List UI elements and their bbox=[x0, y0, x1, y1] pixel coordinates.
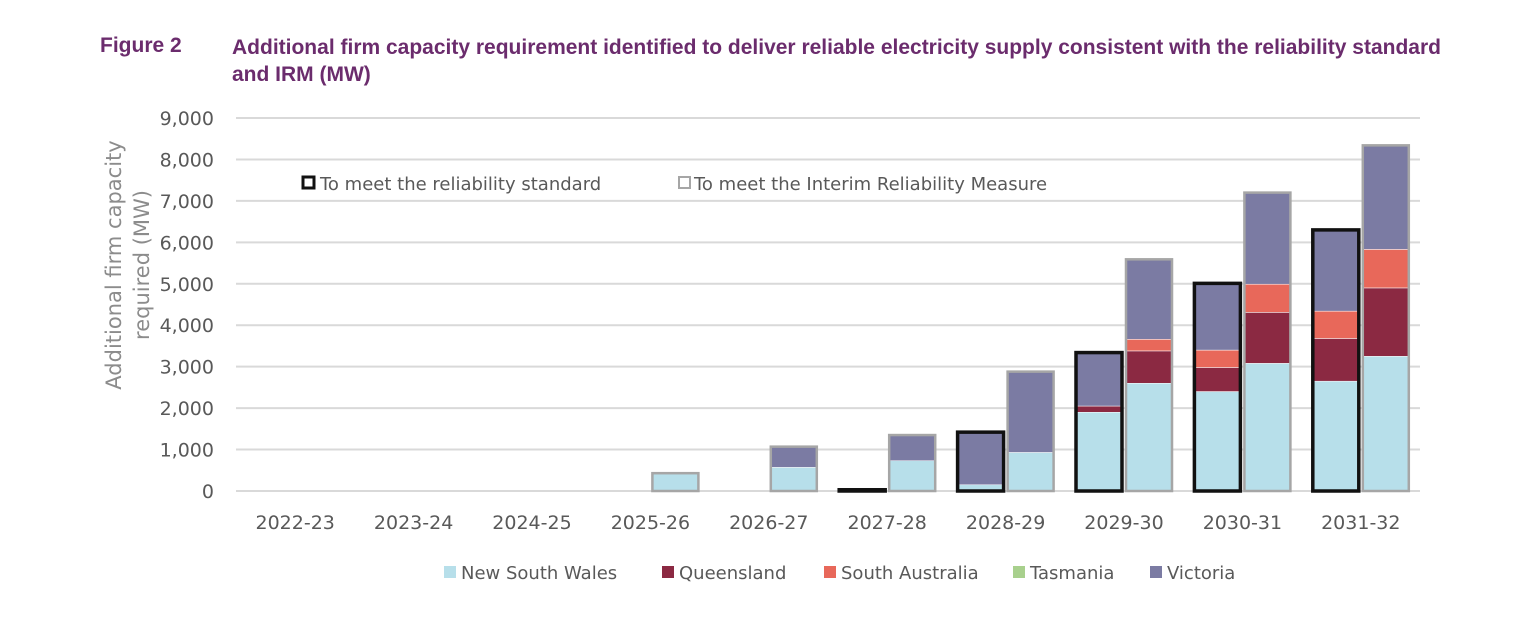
series-legend: New South Wales Queensland South Austral… bbox=[444, 563, 1235, 584]
bar-segment-queensland bbox=[1362, 287, 1410, 357]
group-legend: To meet the reliability standard To meet… bbox=[301, 174, 1047, 195]
bar-segment-victoria bbox=[1125, 259, 1173, 340]
legend-label-sa: South Australia bbox=[841, 563, 979, 584]
bar-segment-new-south-wales bbox=[1125, 382, 1173, 492]
x-tick-label: 2022-23 bbox=[256, 512, 335, 534]
bar-segment-south-australia bbox=[1362, 249, 1410, 289]
x-tick-label: 2027-28 bbox=[848, 512, 927, 534]
y-tick-label: 8,000 bbox=[160, 149, 214, 171]
bar-segment-queensland bbox=[1125, 350, 1173, 384]
x-tick-label: 2024-25 bbox=[492, 512, 571, 534]
y-tick-label: 7,000 bbox=[160, 191, 214, 213]
x-tick-label: 2029-30 bbox=[1084, 512, 1163, 534]
legend-swatch-qld bbox=[662, 566, 674, 578]
bar-segment-south-australia bbox=[1312, 310, 1360, 339]
bar-outline-irm bbox=[769, 445, 819, 493]
bar-segment-south-australia bbox=[1244, 283, 1291, 313]
bar-outline-irm bbox=[1124, 258, 1174, 493]
y-tick-label: 9,000 bbox=[160, 108, 214, 130]
legend-swatch-tas bbox=[1013, 566, 1025, 578]
bar-outline-reliability-standard bbox=[955, 430, 1006, 493]
y-tick-label: 3,000 bbox=[160, 357, 214, 379]
bar-segment-queensland bbox=[1194, 367, 1241, 392]
bar-segment-south-australia bbox=[1194, 349, 1241, 368]
x-tick-label: 2025-26 bbox=[611, 512, 690, 534]
bar-outline-irm bbox=[651, 471, 700, 493]
x-tick-label: 2031-32 bbox=[1321, 512, 1400, 534]
bar-segment-south-australia bbox=[1125, 339, 1173, 352]
bar-segment-new-south-wales bbox=[1075, 412, 1123, 492]
bar-segment-victoria bbox=[1007, 371, 1054, 453]
legend-swatch-nsw bbox=[444, 566, 456, 578]
y-tick-label: 2,000 bbox=[160, 398, 214, 420]
bar-segment-queensland bbox=[1312, 338, 1360, 382]
group-legend-label-irm: To meet the Interim Reliability Measure bbox=[693, 174, 1047, 195]
group-legend-label-reliability: To meet the reliability standard bbox=[319, 174, 601, 195]
bar-segment-queensland bbox=[1244, 312, 1291, 364]
bar-segment-victoria bbox=[1312, 229, 1360, 312]
x-tick-label: 2026-27 bbox=[729, 512, 808, 534]
bar-segment-victoria bbox=[770, 446, 818, 468]
y-tick-label: 1,000 bbox=[160, 440, 214, 462]
bar-segment-victoria bbox=[1075, 352, 1123, 407]
y-axis-ticks: 0 1,000 2,000 3,000 4,000 5,000 6,000 7,000 8,00… bbox=[160, 108, 214, 503]
bar-outline-reliability-standard bbox=[1192, 281, 1243, 493]
bar-segment-new-south-wales bbox=[888, 460, 936, 492]
bar-outline-irm bbox=[1006, 370, 1055, 493]
x-tick-label: 2030-31 bbox=[1203, 512, 1282, 534]
y-axis-label-line2: required (MW) bbox=[130, 190, 154, 340]
bar-segment-victoria bbox=[1362, 145, 1410, 250]
bar-segment-new-south-wales bbox=[1312, 380, 1360, 492]
bar-segment-queensland bbox=[1075, 405, 1123, 413]
figure-title: Additional firm capacity requirement ide… bbox=[232, 36, 1441, 86]
bar-segment-new-south-wales bbox=[1007, 452, 1054, 492]
legend-label-tas: Tasmania bbox=[1029, 563, 1114, 584]
bar-segment-victoria bbox=[1244, 192, 1291, 285]
bar-outline-reliability-standard bbox=[1074, 350, 1124, 493]
bar-segment-victoria bbox=[1194, 283, 1241, 351]
bar-segment-victoria bbox=[888, 434, 936, 461]
y-tick-label: 0 bbox=[202, 481, 214, 503]
legend-label-nsw: New South Wales bbox=[461, 563, 617, 584]
bar-segment-new-south-wales bbox=[652, 472, 699, 492]
bar-segment-new-south-wales bbox=[1194, 391, 1241, 492]
group-legend-swatch-reliability bbox=[301, 175, 316, 190]
x-tick-label: 2023-24 bbox=[374, 512, 453, 534]
bar-segment-new-south-wales bbox=[1244, 363, 1291, 492]
legend-label-qld: Queensland bbox=[679, 563, 786, 584]
x-axis-ticks: 2022-23 2023-24 2024-25 2025-26 2026-27 2027-… bbox=[256, 512, 1401, 534]
legend-swatch-vic bbox=[1150, 566, 1162, 578]
bar-outline-reliability-standard bbox=[837, 488, 887, 493]
group-legend-swatch-irm bbox=[678, 176, 691, 189]
bar-segment-new-south-wales bbox=[770, 467, 818, 492]
bar-segment-new-south-wales bbox=[1362, 356, 1410, 492]
bar-outline-irm bbox=[1361, 144, 1411, 493]
bar-segment-victoria bbox=[957, 431, 1004, 486]
y-tick-label: 5,000 bbox=[160, 274, 214, 296]
y-tick-label: 6,000 bbox=[160, 232, 214, 254]
bar-outline-irm bbox=[1243, 191, 1292, 493]
bar-outline-reliability-standard bbox=[1311, 228, 1361, 493]
bars bbox=[651, 144, 1411, 493]
x-tick-label: 2028-29 bbox=[966, 512, 1045, 534]
y-tick-label: 4,000 bbox=[160, 315, 214, 337]
y-axis-label-line1: Additional firm capacity bbox=[102, 140, 126, 389]
legend-swatch-sa bbox=[824, 566, 836, 578]
legend-label-vic: Victoria bbox=[1167, 563, 1235, 584]
figure-label: Figure 2 bbox=[100, 34, 182, 57]
bar-outline-irm bbox=[887, 433, 937, 493]
